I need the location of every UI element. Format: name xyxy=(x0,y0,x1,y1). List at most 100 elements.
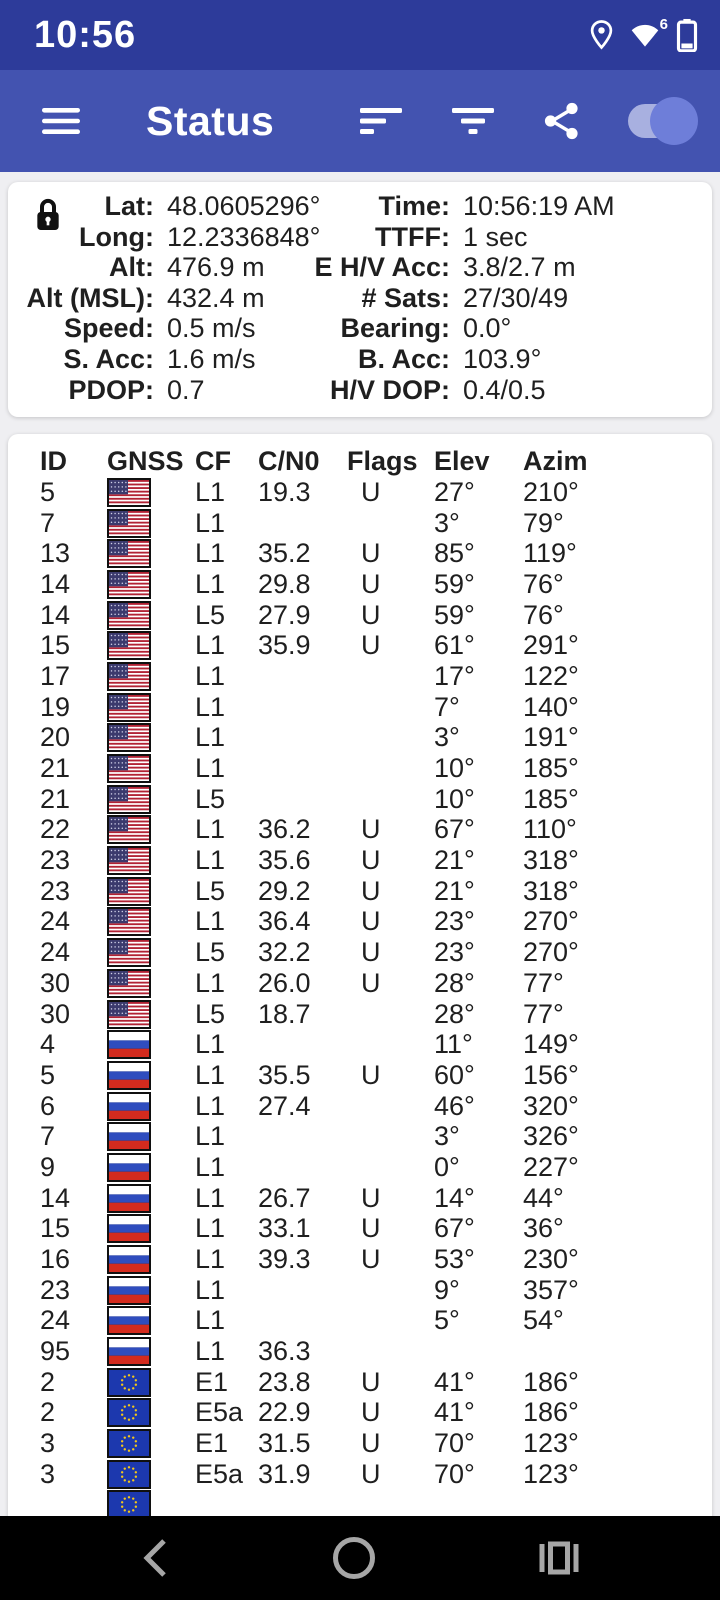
usa-flag-icon xyxy=(107,784,195,814)
usa-flag-icon xyxy=(107,968,195,998)
cell-carrier-frequency: L1 xyxy=(195,1182,226,1213)
cell-sat-id: 13 xyxy=(40,538,71,569)
info-label: Long: xyxy=(79,221,154,252)
cell-azimuth: 140° xyxy=(523,691,579,722)
cell-sat-id: 15 xyxy=(40,1213,71,1244)
share-button[interactable] xyxy=(536,95,588,147)
cell-cn0: 18.7 xyxy=(258,998,311,1029)
col-header-cf: CF xyxy=(195,446,231,477)
cell-azimuth: 149° xyxy=(523,1029,579,1060)
galileo-flag-icon xyxy=(107,1490,195,1520)
cell-sat-id: 19 xyxy=(40,691,71,722)
cell-elevation: 46° xyxy=(434,1090,475,1121)
filter-button[interactable] xyxy=(444,98,502,144)
recents-button[interactable] xyxy=(528,1527,590,1589)
cell-elevation: 70° xyxy=(434,1458,475,1489)
cell-azimuth: 230° xyxy=(523,1244,579,1275)
table-row: 14 L1 29.8 U 59° 76° xyxy=(40,569,712,600)
usa-flag-icon xyxy=(107,754,195,784)
cell-carrier-frequency: L1 xyxy=(195,538,226,569)
cell-cn0: 36.4 xyxy=(258,906,311,937)
cell-carrier-frequency: L5 xyxy=(195,875,226,906)
cell-gnss xyxy=(107,477,195,507)
table-row: 5 L1 35.5 U 60° 156° xyxy=(40,1060,712,1091)
russia-flag-icon xyxy=(107,1337,195,1367)
table-row: 23 L1 9° 357° xyxy=(40,1275,712,1306)
cell-flags: U xyxy=(361,1428,381,1459)
table-row: 20 L1 3° 191° xyxy=(40,722,712,753)
cell-elevation: 23° xyxy=(434,937,475,968)
page-title: Status xyxy=(146,97,275,144)
cell-elevation: 10° xyxy=(434,783,475,814)
cell-azimuth: 79° xyxy=(523,507,564,538)
cell-gnss xyxy=(107,1367,195,1397)
cell-azimuth: 186° xyxy=(523,1397,579,1428)
cell-gnss xyxy=(107,907,195,937)
cell-sat-id: 15 xyxy=(40,630,71,661)
info-value: 432.4 m xyxy=(167,282,265,313)
table-row: 23 L1 35.6 U 21° 318° xyxy=(40,845,712,876)
info-label: B. Acc: xyxy=(357,343,450,374)
cell-carrier-frequency: L1 xyxy=(195,1059,226,1090)
table-row: 30 L1 26.0 U 28° 77° xyxy=(40,968,712,999)
cell-sat-id: 16 xyxy=(40,1244,71,1275)
info-value: 0.0° xyxy=(463,313,512,344)
table-row: 24 L5 32.2 U 23° 270° xyxy=(40,937,712,968)
menu-button[interactable] xyxy=(34,99,88,143)
cell-elevation: 70° xyxy=(434,1428,475,1459)
cell-sat-id: 2 xyxy=(40,1366,56,1397)
cell-elevation: 21° xyxy=(434,875,475,906)
cell-sat-id: 4 xyxy=(40,1029,56,1060)
cell-azimuth: 36° xyxy=(523,1213,564,1244)
cell-flags: U xyxy=(361,814,381,845)
sort-button[interactable] xyxy=(352,98,410,144)
cell-carrier-frequency: E5a xyxy=(195,1458,244,1489)
cell-cn0: 26.7 xyxy=(258,1182,311,1213)
toggle-thumb xyxy=(650,97,698,145)
info-label: Alt: xyxy=(109,252,154,283)
table-row: 9 L1 0° 227° xyxy=(40,1152,712,1183)
cell-carrier-frequency: E1 xyxy=(195,1428,229,1459)
cell-carrier-frequency: L5 xyxy=(195,937,226,968)
cell-carrier-frequency: L1 xyxy=(195,722,226,753)
home-button[interactable] xyxy=(323,1527,385,1589)
usa-flag-icon xyxy=(107,508,195,538)
info-label: TTFF: xyxy=(375,221,450,252)
cell-azimuth: 76° xyxy=(523,568,564,599)
usa-flag-icon xyxy=(107,723,195,753)
cell-gnss xyxy=(107,1214,195,1244)
cell-gnss xyxy=(107,600,195,630)
cell-cn0: 35.9 xyxy=(258,630,311,661)
info-value: 103.9° xyxy=(463,343,542,374)
cell-gnss xyxy=(107,661,195,691)
cell-carrier-frequency: L1 xyxy=(195,753,226,784)
home-icon xyxy=(331,1535,377,1581)
status-toggle-switch[interactable] xyxy=(628,97,698,145)
usa-flag-icon xyxy=(107,876,195,906)
satellite-list-card[interactable]: ID GNSS CF C/N0 Flags Elev Azim 5 L1 19.3… xyxy=(8,434,712,1600)
cell-elevation: 59° xyxy=(434,599,475,630)
cell-flags: U xyxy=(361,1366,381,1397)
cell-azimuth: 110° xyxy=(523,814,577,845)
back-button[interactable] xyxy=(130,1527,180,1589)
cell-carrier-frequency: E1 xyxy=(195,1366,229,1397)
cell-sat-id: 7 xyxy=(40,1121,56,1152)
table-row: 17 L1 17° 122° xyxy=(40,661,712,692)
galileo-flag-icon xyxy=(107,1459,195,1489)
info-value: 48.0605296° xyxy=(167,191,321,221)
info-value: 0.5 m/s xyxy=(167,313,256,344)
table-header-row: ID GNSS CF C/N0 Flags Elev Azim xyxy=(40,446,712,477)
cell-sat-id: 21 xyxy=(40,753,71,784)
cell-elevation: 41° xyxy=(434,1366,475,1397)
info-value: 27/30/49 xyxy=(463,282,569,313)
cell-azimuth: 185° xyxy=(523,753,579,784)
cell-gnss xyxy=(107,1030,195,1060)
cell-carrier-frequency: L1 xyxy=(195,1121,226,1152)
recents-icon xyxy=(536,1535,582,1581)
cell-sat-id: 20 xyxy=(40,722,71,753)
cell-azimuth: 77° xyxy=(523,998,564,1029)
cell-gnss xyxy=(107,631,195,661)
cell-sat-id: 23 xyxy=(40,1274,71,1305)
cell-elevation: 3° xyxy=(434,1121,460,1152)
cell-cn0: 27.9 xyxy=(258,599,311,630)
